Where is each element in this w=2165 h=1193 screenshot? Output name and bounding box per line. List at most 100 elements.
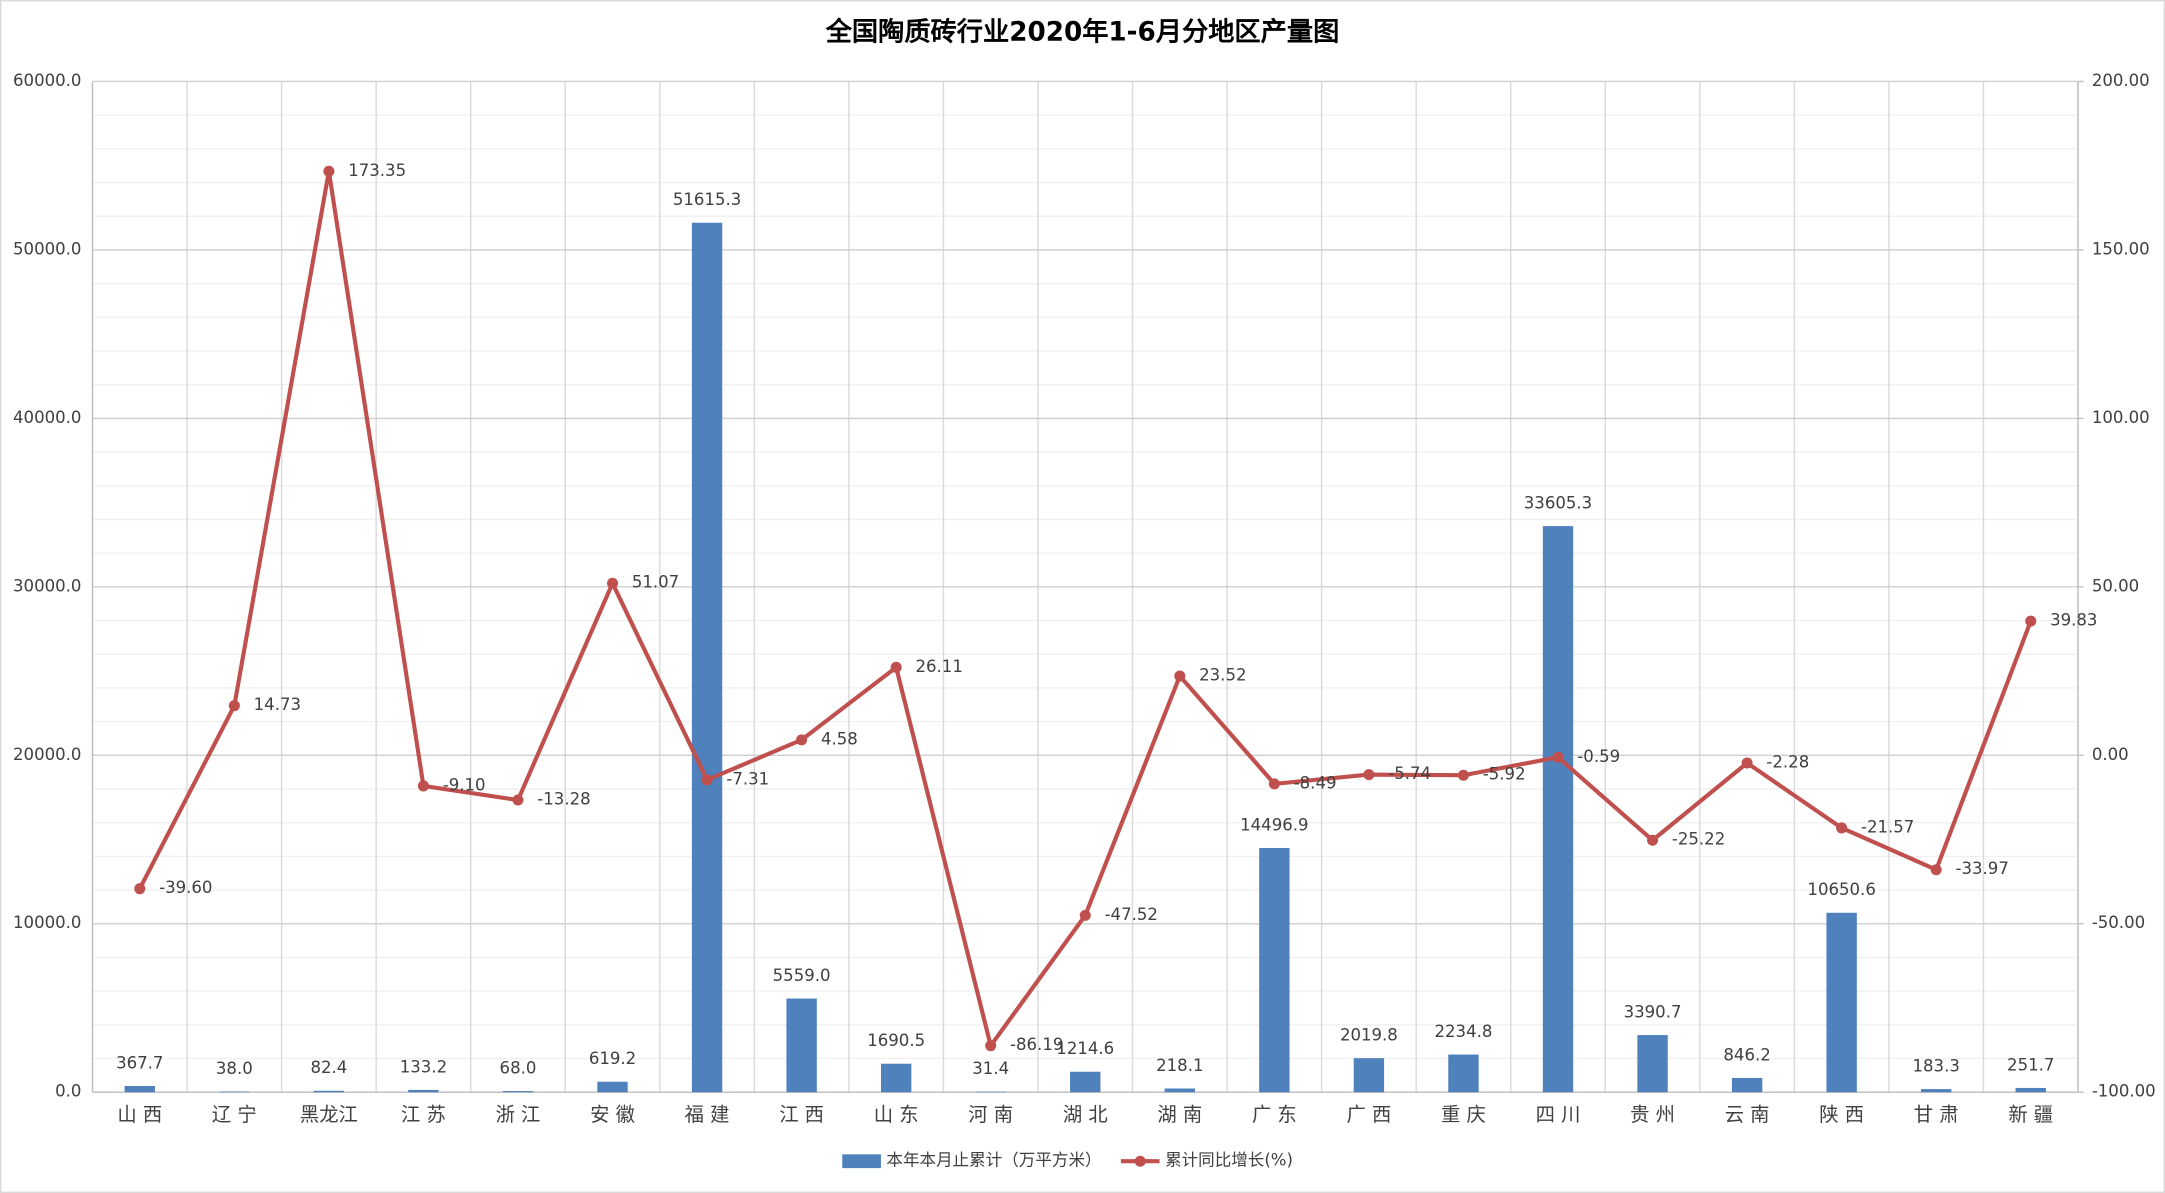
line-point (1741, 757, 1753, 769)
bar-label: 5559.0 (773, 966, 831, 985)
line-point (985, 1040, 997, 1052)
bar-label: 38.0 (216, 1059, 253, 1078)
y2-tick-label: 50.00 (2092, 576, 2139, 595)
bar (1070, 1071, 1101, 1093)
bar (124, 1085, 155, 1093)
line-label: -21.57 (1861, 817, 1914, 836)
bar (1164, 1088, 1195, 1093)
x-tick-label: 湖 北 (1063, 1103, 1108, 1126)
bar (975, 1091, 1006, 1093)
bar (597, 1081, 628, 1093)
bar-label: 367.7 (116, 1053, 163, 1072)
bar-label: 846.2 (1723, 1045, 1770, 1064)
bar-label: 2234.8 (1434, 1022, 1492, 1041)
line-point (701, 774, 713, 786)
line-label: 51.07 (632, 573, 679, 592)
line-point (512, 794, 524, 806)
line-label: 39.83 (2050, 611, 2097, 630)
line-point (1457, 769, 1469, 781)
y-tick-label: 60000.0 (13, 71, 81, 90)
bar (502, 1091, 534, 1093)
line-label: -33.97 (1956, 859, 2009, 878)
chart-title: 全国陶质砖行业2020年1-6月分地区产量图 (825, 17, 1340, 48)
y2-tick-label: 150.00 (2092, 239, 2150, 258)
bar (880, 1063, 912, 1093)
line-label: -39.60 (159, 878, 212, 897)
x-tick-label: 山 西 (117, 1103, 162, 1126)
bar (1448, 1054, 1479, 1093)
x-tick-label: 辽 宁 (212, 1103, 257, 1126)
bar-label: 82.4 (310, 1058, 347, 1077)
x-tick-label: 黑龙江 (300, 1103, 358, 1126)
x-tick-label: 甘 肃 (1914, 1103, 1959, 1126)
line-point (417, 780, 429, 792)
line-point (890, 661, 902, 673)
line-label: -47.52 (1105, 905, 1158, 924)
line-point (228, 700, 240, 712)
x-tick-label: 山 东 (874, 1103, 919, 1126)
x-tick-label: 江 苏 (401, 1103, 446, 1126)
y-tick-label: 20000.0 (13, 745, 81, 764)
line-label: -0.59 (1577, 747, 1620, 766)
bar-label: 619.2 (589, 1049, 636, 1068)
line-point (1079, 909, 1091, 921)
y2-tick-label: -100.00 (2092, 1082, 2156, 1101)
bar-label: 10650.6 (1807, 880, 1875, 899)
x-tick-label: 福 建 (685, 1103, 730, 1126)
y-tick-label: 0.0 (55, 1082, 81, 1101)
line-point (134, 883, 146, 895)
line-label: -8.49 (1294, 773, 1337, 792)
line-label: 14.73 (254, 695, 301, 714)
x-tick-label: 贵 州 (1630, 1103, 1675, 1126)
y-tick-label: 10000.0 (13, 913, 81, 932)
y-tick-label: 30000.0 (13, 576, 81, 595)
legend-label: 累计同比增长(%) (1165, 1151, 1293, 1170)
legend-swatch (1134, 1155, 1146, 1167)
line-label: 4.58 (821, 729, 858, 748)
line-label: 173.35 (348, 161, 406, 180)
line-label: -13.28 (537, 790, 590, 809)
line-label: -9.10 (443, 775, 486, 794)
bar (1542, 526, 1574, 1093)
bar-label: 31.4 (972, 1059, 1009, 1078)
line-point (1647, 834, 1659, 846)
bar-label: 14496.9 (1240, 815, 1308, 834)
bar (219, 1091, 250, 1093)
x-tick-label: 江 西 (779, 1103, 824, 1126)
x-tick-label: 浙 江 (496, 1103, 541, 1126)
bar-label: 133.2 (400, 1057, 447, 1076)
line-point (1552, 751, 1564, 763)
line-label: 23.52 (1199, 666, 1246, 685)
bar-label: 68.0 (500, 1058, 537, 1077)
bar-label: 1214.6 (1056, 1039, 1114, 1058)
x-tick-label: 陕 西 (1819, 1103, 1864, 1126)
line-point (796, 734, 808, 746)
x-tick-label: 四 川 (1536, 1103, 1581, 1126)
line-point (2025, 615, 2037, 627)
y2-tick-label: 100.00 (2092, 408, 2150, 427)
y2-tick-label: 200.00 (2092, 71, 2150, 90)
bar (1637, 1035, 1668, 1093)
line-label: -86.19 (1010, 1035, 1063, 1054)
x-tick-label: 安 徽 (590, 1103, 635, 1126)
line-point (323, 165, 335, 177)
x-tick-label: 重 庆 (1441, 1103, 1486, 1126)
x-tick-label: 云 南 (1725, 1103, 1770, 1126)
bar (1826, 912, 1857, 1093)
x-tick-label: 河 南 (968, 1103, 1013, 1126)
line-label: -25.22 (1672, 830, 1725, 849)
bar-label: 183.3 (1913, 1057, 1960, 1076)
x-tick-label: 广 西 (1346, 1103, 1391, 1126)
bar (2015, 1087, 2046, 1093)
line-point (1930, 864, 1942, 876)
x-tick-label: 广 东 (1252, 1103, 1297, 1126)
legend-swatch (842, 1154, 881, 1169)
line-point (1268, 778, 1280, 790)
bar-label: 251.7 (2007, 1055, 2054, 1074)
line-point (1836, 822, 1848, 834)
y2-tick-label: 0.00 (2092, 745, 2129, 764)
line-point (606, 577, 619, 589)
line-point (1174, 670, 1186, 682)
line-label: 26.11 (915, 657, 962, 676)
